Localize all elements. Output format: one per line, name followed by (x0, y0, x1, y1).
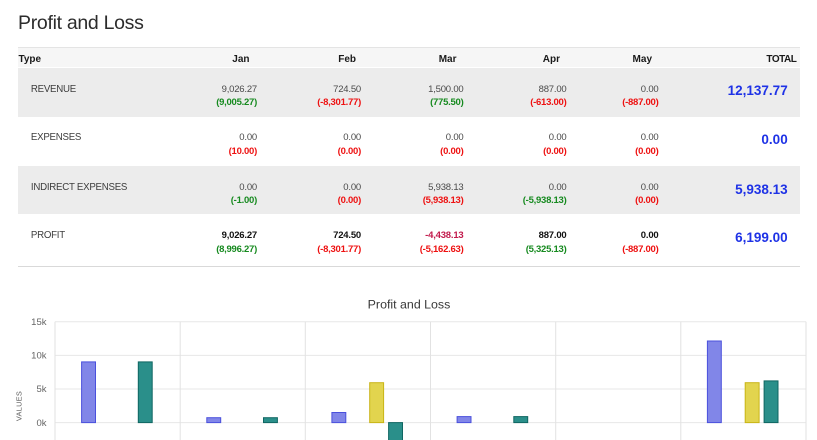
svg-text:10k: 10k (31, 351, 47, 362)
svg-text:0k: 0k (36, 418, 46, 429)
svg-text:Profit and Loss: Profit and Loss (368, 298, 451, 312)
svg-text:VALUES: VALUES (14, 391, 23, 421)
svg-text:15k: 15k (31, 317, 47, 328)
svg-text:5k: 5k (36, 384, 46, 395)
